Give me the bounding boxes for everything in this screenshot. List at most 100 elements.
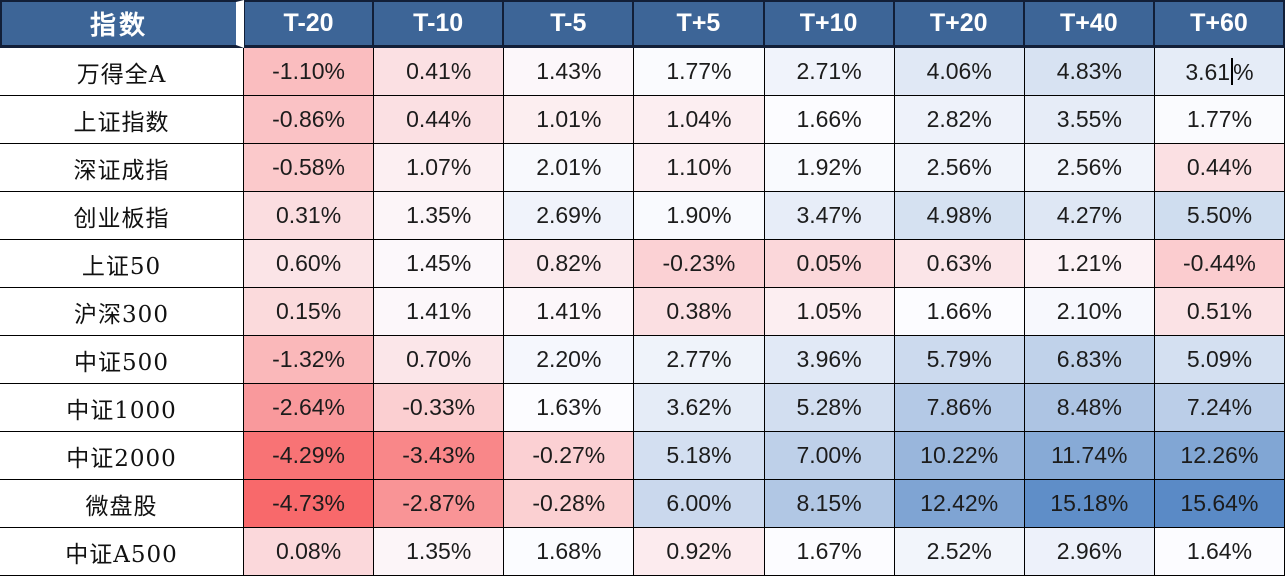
value-cell[interactable]: 2.82% bbox=[894, 96, 1025, 144]
value-cell[interactable]: 1.77% bbox=[1154, 96, 1285, 144]
header-cell-T-5[interactable]: T-5 bbox=[504, 0, 635, 48]
value-cell[interactable]: 10.22% bbox=[894, 432, 1025, 480]
value-cell[interactable]: 0.31% bbox=[244, 192, 375, 240]
value-cell[interactable]: 1.41% bbox=[374, 288, 505, 336]
value-cell[interactable]: 1.07% bbox=[374, 144, 505, 192]
value-cell[interactable]: 2.10% bbox=[1024, 288, 1155, 336]
header-cell-T+10[interactable]: T+10 bbox=[764, 0, 895, 48]
value-cell[interactable]: 0.41% bbox=[374, 48, 505, 96]
value-cell[interactable]: 2.56% bbox=[894, 144, 1025, 192]
value-cell[interactable]: 1.66% bbox=[894, 288, 1025, 336]
value-cell[interactable]: 3.96% bbox=[764, 336, 895, 384]
value-cell[interactable]: 2.20% bbox=[504, 336, 635, 384]
value-cell[interactable]: -0.58% bbox=[244, 144, 375, 192]
value-cell[interactable]: 0.15% bbox=[244, 288, 375, 336]
row-label[interactable]: 中证A500 bbox=[0, 528, 244, 576]
value-cell[interactable]: 1.04% bbox=[634, 96, 765, 144]
value-cell[interactable]: 0.92% bbox=[634, 528, 765, 576]
value-cell[interactable]: 12.42% bbox=[894, 480, 1025, 528]
value-cell[interactable]: 0.51% bbox=[1154, 288, 1285, 336]
header-cell-T+20[interactable]: T+20 bbox=[894, 0, 1025, 48]
header-cell-T+5[interactable]: T+5 bbox=[634, 0, 765, 48]
value-cell[interactable]: 1.01% bbox=[504, 96, 635, 144]
value-cell[interactable]: 11.74% bbox=[1024, 432, 1155, 480]
value-cell[interactable]: 5.50% bbox=[1154, 192, 1285, 240]
value-cell[interactable]: 2.01% bbox=[504, 144, 635, 192]
value-cell[interactable]: -4.29% bbox=[244, 432, 375, 480]
value-cell[interactable]: -1.10% bbox=[244, 48, 375, 96]
value-cell[interactable]: 2.69% bbox=[504, 192, 635, 240]
value-cell[interactable]: 3.61% bbox=[1154, 48, 1285, 96]
row-label[interactable]: 深证成指 bbox=[0, 144, 244, 192]
value-cell[interactable]: -0.33% bbox=[374, 384, 505, 432]
row-label[interactable]: 万得全A bbox=[0, 48, 244, 96]
value-cell[interactable]: 0.08% bbox=[244, 528, 375, 576]
value-cell[interactable]: 2.96% bbox=[1024, 528, 1155, 576]
value-cell[interactable]: 1.41% bbox=[504, 288, 635, 336]
value-cell[interactable]: 3.62% bbox=[634, 384, 765, 432]
value-cell[interactable]: 1.21% bbox=[1024, 240, 1155, 288]
value-cell[interactable]: 5.28% bbox=[764, 384, 895, 432]
value-cell[interactable]: 5.18% bbox=[634, 432, 765, 480]
value-cell[interactable]: -1.32% bbox=[244, 336, 375, 384]
value-cell[interactable]: 1.90% bbox=[634, 192, 765, 240]
value-cell[interactable]: 7.00% bbox=[764, 432, 895, 480]
value-cell[interactable]: 5.79% bbox=[894, 336, 1025, 384]
value-cell[interactable]: 6.00% bbox=[634, 480, 765, 528]
value-cell[interactable]: 7.24% bbox=[1154, 384, 1285, 432]
header-cell-T+40[interactable]: T+40 bbox=[1024, 0, 1155, 48]
value-cell[interactable]: -0.86% bbox=[244, 96, 375, 144]
value-cell[interactable]: 1.63% bbox=[504, 384, 635, 432]
header-cell-T+60[interactable]: T+60 bbox=[1154, 0, 1285, 48]
value-cell[interactable]: -0.28% bbox=[504, 480, 635, 528]
value-cell[interactable]: 1.68% bbox=[504, 528, 635, 576]
value-cell[interactable]: -4.73% bbox=[244, 480, 375, 528]
value-cell[interactable]: 2.71% bbox=[764, 48, 895, 96]
value-cell[interactable]: 15.64% bbox=[1154, 480, 1285, 528]
value-cell[interactable]: 2.77% bbox=[634, 336, 765, 384]
value-cell[interactable]: 1.35% bbox=[374, 528, 505, 576]
value-cell[interactable]: 0.60% bbox=[244, 240, 375, 288]
value-cell[interactable]: 1.43% bbox=[504, 48, 635, 96]
value-cell[interactable]: 1.67% bbox=[764, 528, 895, 576]
row-label[interactable]: 微盘股 bbox=[0, 480, 244, 528]
value-cell[interactable]: 1.35% bbox=[374, 192, 505, 240]
value-cell[interactable]: 2.52% bbox=[894, 528, 1025, 576]
row-label[interactable]: 上证50 bbox=[0, 240, 244, 288]
value-cell[interactable]: 4.27% bbox=[1024, 192, 1155, 240]
value-cell[interactable]: -0.27% bbox=[504, 432, 635, 480]
value-cell[interactable]: 12.26% bbox=[1154, 432, 1285, 480]
value-cell[interactable]: 0.63% bbox=[894, 240, 1025, 288]
value-cell[interactable]: 3.55% bbox=[1024, 96, 1155, 144]
value-cell[interactable]: 0.44% bbox=[374, 96, 505, 144]
value-cell[interactable]: 2.56% bbox=[1024, 144, 1155, 192]
value-cell[interactable]: 1.64% bbox=[1154, 528, 1285, 576]
value-cell[interactable]: 8.15% bbox=[764, 480, 895, 528]
row-label[interactable]: 中证2000 bbox=[0, 432, 244, 480]
value-cell[interactable]: 6.83% bbox=[1024, 336, 1155, 384]
value-cell[interactable]: 4.06% bbox=[894, 48, 1025, 96]
row-label[interactable]: 中证500 bbox=[0, 336, 244, 384]
value-cell[interactable]: 0.44% bbox=[1154, 144, 1285, 192]
value-cell[interactable]: 0.82% bbox=[504, 240, 635, 288]
header-cell-T-10[interactable]: T-10 bbox=[374, 0, 505, 48]
value-cell[interactable]: 8.48% bbox=[1024, 384, 1155, 432]
value-cell[interactable]: 1.05% bbox=[764, 288, 895, 336]
value-cell[interactable]: 15.18% bbox=[1024, 480, 1155, 528]
header-index-label[interactable]: 指数 bbox=[0, 0, 244, 48]
row-label[interactable]: 沪深300 bbox=[0, 288, 244, 336]
value-cell[interactable]: 3.47% bbox=[764, 192, 895, 240]
value-cell[interactable]: 0.70% bbox=[374, 336, 505, 384]
value-cell[interactable]: 1.77% bbox=[634, 48, 765, 96]
value-cell[interactable]: 0.38% bbox=[634, 288, 765, 336]
value-cell[interactable]: 0.05% bbox=[764, 240, 895, 288]
value-cell[interactable]: -0.23% bbox=[634, 240, 765, 288]
value-cell[interactable]: -2.87% bbox=[374, 480, 505, 528]
value-cell[interactable]: 4.98% bbox=[894, 192, 1025, 240]
value-cell[interactable]: 7.86% bbox=[894, 384, 1025, 432]
value-cell[interactable]: -0.44% bbox=[1154, 240, 1285, 288]
value-cell[interactable]: 1.10% bbox=[634, 144, 765, 192]
header-cell-T-20[interactable]: T-20 bbox=[244, 0, 375, 48]
value-cell[interactable]: 1.92% bbox=[764, 144, 895, 192]
row-label[interactable]: 上证指数 bbox=[0, 96, 244, 144]
